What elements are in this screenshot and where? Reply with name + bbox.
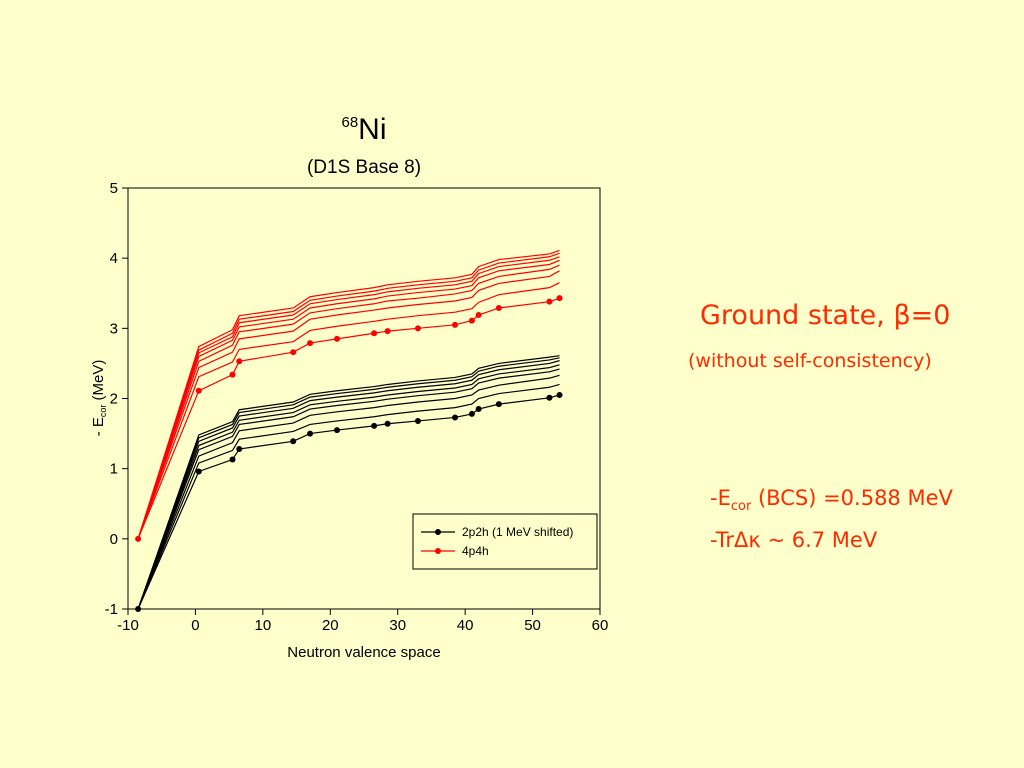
x-tick-label: 10 [255,617,272,634]
data-point-4p4h [195,387,202,394]
legend-marker-4p4h [435,548,441,554]
data-point-4p4h [334,335,341,342]
data-point-4p4h [371,330,378,337]
data-point-4p4h [475,312,482,319]
data-point-2p2h [371,422,378,429]
series-line-2p2h [137,394,560,610]
x-tick-label: 40 [457,617,474,634]
series-line-4p4h-variant [137,259,560,540]
y-tick-label: 3 [110,320,118,337]
data-markers [135,295,563,612]
legend-label-4p4h: 4p4h [462,544,489,558]
series-line-4p4h-variant [137,249,560,540]
data-point-2p2h [307,430,314,437]
y-axis-label-suffix: (MeV) [90,360,107,405]
y-tick-label: 2 [110,391,118,408]
series-line-2p2h-variant [137,383,560,610]
x-tick-label: 30 [389,617,406,634]
series-line-4p4h-variant [137,270,560,540]
data-point-2p2h [195,468,202,475]
series-line-2p2h-variant [137,355,560,610]
data-point-4p4h [452,321,459,328]
data-point-4p4h [546,298,553,305]
chart-subtitle: (D1S Base 8) [307,157,421,178]
data-lines [137,249,560,610]
data-point-2p2h [414,417,421,424]
trace-note: -TrΔκ ~ 6.7 MeV [710,528,878,552]
y-tick-label: -1 [105,601,118,618]
series-line-2p2h-variant [137,364,560,610]
legend-box [412,513,598,570]
series-line-2p2h-variant [137,374,560,610]
data-point-2p2h [236,446,243,453]
x-tick-label: -10 [117,617,139,634]
data-point-4p4h [556,295,563,302]
y-axis-label-sub: cor [98,405,108,418]
ecor-suffix: (BCS) =0.588 MeV [751,486,953,510]
data-point-4p4h [468,317,475,324]
y-tick-label: 0 [110,531,118,548]
y-tick-label: 4 [110,250,118,267]
x-tick-label: 50 [524,617,541,634]
data-point-4p4h [414,325,421,332]
data-point-2p2h [546,394,553,401]
y-tick-label: 1 [110,461,118,478]
series-line-4p4h-variant [137,264,560,540]
data-point-4p4h [307,340,314,347]
series-line-4p4h [137,297,560,540]
data-point-2p2h [495,401,502,408]
data-point-4p4h [236,358,243,365]
without-self-consistency-note: (without self-consistency) [688,350,932,372]
ecor-bcs-note: -Ecor (BCS) =0.588 MeV [710,486,953,514]
data-point-2p2h [556,391,563,398]
ecor-sub: cor [730,499,752,515]
data-point-2p2h [475,406,482,413]
series-line-2p2h-variant [137,360,560,610]
x-tick-label: 20 [322,617,339,634]
data-point-2p2h [135,606,142,612]
series-line-2p2h-variant [137,368,560,610]
x-tick-label: 60 [592,617,609,634]
data-point-2p2h [452,414,459,421]
data-point-2p2h [468,410,475,417]
chart-title-main: Ni [358,113,386,146]
chart-title: 68Ni [341,113,386,146]
ecor-prefix: -E [710,486,731,510]
legend-marker-2p2h [435,529,441,535]
x-axis-label: Neutron valence space [287,644,440,661]
data-point-4p4h [229,371,236,378]
data-point-2p2h [384,420,391,427]
data-point-4p4h [135,535,142,542]
y-tick-label: 5 [110,180,118,197]
y-axis-label: - Ecor (MeV) [90,360,108,437]
y-axis-label-prefix: - E [90,417,107,436]
data-point-4p4h [290,349,297,356]
ground-state-note: Ground state, β=0 [700,300,951,331]
series-line-4p4h-variant [137,256,560,540]
chart-title-superscript: 68 [341,114,358,131]
series-line-4p4h-variant [137,282,560,540]
data-point-2p2h [290,438,297,445]
legend: 2p2h (1 MeV shifted) 4p4h [412,513,598,570]
series-line-4p4h-variant [137,252,560,540]
legend-label-2p2h: 2p2h (1 MeV shifted) [462,525,573,539]
data-point-4p4h [495,304,502,311]
series-line-2p2h-variant [137,357,560,610]
data-point-2p2h [334,427,341,434]
data-point-4p4h [384,328,391,335]
x-tick-label: 0 [191,617,199,634]
data-point-2p2h [229,456,236,463]
